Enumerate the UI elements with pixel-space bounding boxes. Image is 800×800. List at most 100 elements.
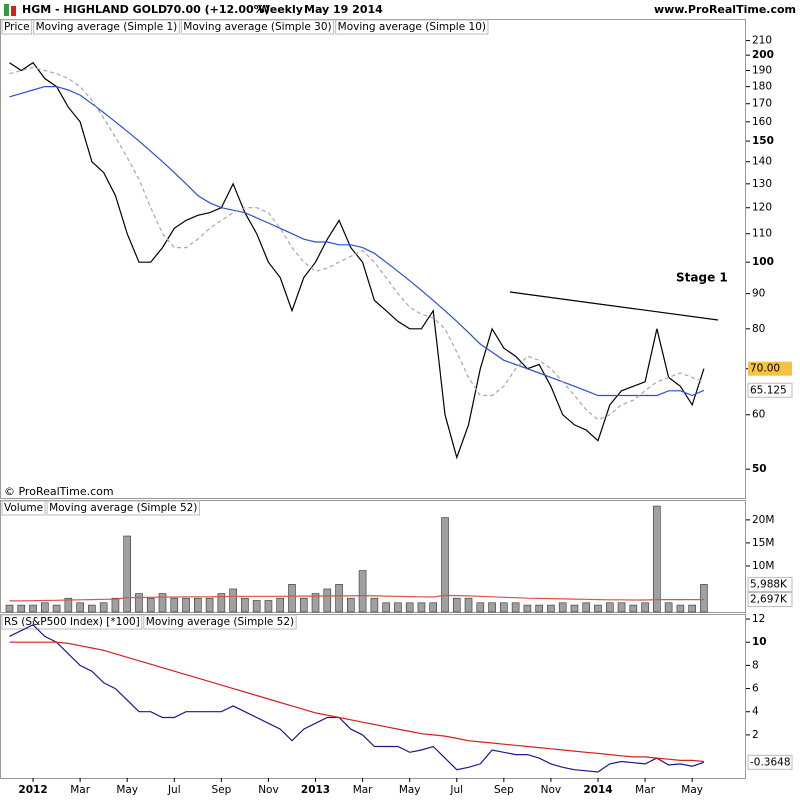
series-line bbox=[9, 66, 705, 421]
bar bbox=[653, 505, 661, 613]
y-tick-label: 180 bbox=[752, 81, 772, 93]
legend-box bbox=[1, 19, 33, 35]
bar bbox=[323, 588, 332, 613]
legend-entry: RS (S&P500 Index) [*100] bbox=[4, 616, 140, 628]
bar bbox=[29, 604, 37, 613]
bar bbox=[276, 597, 285, 613]
bar bbox=[700, 584, 708, 613]
bar bbox=[347, 597, 355, 613]
title: HGM - HIGHLAND GOLD bbox=[22, 3, 167, 16]
legend-entry: Price bbox=[4, 21, 30, 33]
bar bbox=[476, 602, 485, 613]
legend-box bbox=[46, 500, 200, 516]
x-tick-label: 2012 bbox=[18, 784, 47, 796]
bar bbox=[464, 597, 473, 613]
y-tick-label: 6 bbox=[752, 683, 759, 695]
bar bbox=[205, 597, 214, 613]
bar bbox=[88, 604, 96, 613]
y-tick-label: 140 bbox=[752, 156, 772, 168]
bar bbox=[99, 602, 108, 613]
y-tick-label: 90 bbox=[752, 288, 765, 300]
legend-entry: Moving average (Simple 10) bbox=[338, 21, 486, 33]
bar bbox=[688, 604, 696, 613]
trendline bbox=[509, 291, 719, 321]
x-tick-label: Mar bbox=[635, 784, 655, 796]
x-tick-label: 2013 bbox=[301, 784, 330, 796]
last-value-box bbox=[747, 382, 793, 398]
bar bbox=[605, 602, 614, 613]
x-tick-label: Jul bbox=[167, 784, 181, 796]
last-value: 70.00 bbox=[748, 361, 792, 376]
bar bbox=[500, 602, 508, 613]
y-tick-label: 200 bbox=[752, 49, 774, 61]
bar bbox=[135, 593, 143, 613]
icon bbox=[4, 4, 9, 16]
bar bbox=[429, 602, 438, 613]
bar bbox=[641, 602, 649, 613]
last-value-label: -0.3648 bbox=[750, 756, 791, 768]
bar bbox=[664, 602, 673, 613]
y-tick-label: 110 bbox=[752, 228, 772, 240]
series-line bbox=[9, 594, 704, 602]
bar bbox=[158, 593, 167, 613]
bar bbox=[370, 597, 379, 613]
bar bbox=[558, 602, 567, 613]
series-line bbox=[9, 641, 704, 763]
y-tick-label: 130 bbox=[752, 178, 772, 190]
bar bbox=[441, 517, 449, 613]
series-line bbox=[9, 61, 705, 460]
bar bbox=[229, 588, 237, 613]
bar bbox=[41, 602, 49, 613]
bar bbox=[547, 604, 555, 613]
legend-entry: Moving average (Simple 52) bbox=[146, 616, 294, 628]
change: 70.00 (+12.00%) bbox=[166, 3, 270, 16]
y-tick-label: 20M bbox=[752, 514, 774, 526]
x-tick-label: Sep bbox=[494, 784, 514, 796]
x-tick-label: 2014 bbox=[583, 784, 612, 796]
bar bbox=[146, 597, 155, 613]
bar bbox=[535, 604, 543, 613]
y-tick-label: 160 bbox=[752, 116, 772, 128]
legend-entry: Moving average (Simple 52) bbox=[49, 502, 197, 514]
bar bbox=[335, 584, 343, 613]
bar bbox=[523, 604, 532, 613]
series-line bbox=[9, 86, 705, 397]
bar bbox=[111, 597, 120, 613]
last-value: 65.125 bbox=[747, 382, 793, 398]
x-tick-label: Sep bbox=[211, 784, 231, 796]
bar bbox=[123, 535, 131, 613]
bar bbox=[617, 602, 626, 613]
volume-panel bbox=[0, 500, 746, 613]
legend-box bbox=[143, 614, 297, 630]
bar bbox=[511, 602, 520, 613]
bar bbox=[358, 570, 367, 613]
rs-panel bbox=[0, 614, 746, 779]
source: www.ProRealTime.com bbox=[654, 3, 796, 16]
last-value-label: 2,697K bbox=[750, 594, 788, 606]
x-tick-label: May bbox=[399, 784, 421, 796]
last-value-label: 70.00 bbox=[750, 363, 780, 375]
bar bbox=[5, 604, 14, 613]
bar bbox=[488, 602, 496, 613]
last-value: 2,697K bbox=[747, 592, 793, 608]
period: Weekly bbox=[258, 3, 303, 16]
y-tick-label: 80 bbox=[752, 323, 765, 335]
y-tick-label: 170 bbox=[752, 98, 772, 110]
legend-box bbox=[335, 19, 489, 35]
copyright: © ProRealTime.com bbox=[4, 485, 114, 498]
x-tick-label: Nov bbox=[541, 784, 562, 796]
legend-entry: Volume bbox=[4, 502, 43, 514]
bar bbox=[64, 597, 73, 613]
bar bbox=[252, 600, 261, 613]
y-tick-label: 2 bbox=[752, 729, 759, 741]
y-tick-label: 10 bbox=[752, 636, 767, 648]
x-tick-label: Mar bbox=[353, 784, 373, 796]
bar bbox=[288, 584, 296, 613]
bar bbox=[76, 602, 84, 613]
bar bbox=[182, 597, 190, 613]
bar bbox=[594, 604, 602, 613]
legend-entry: Moving average (Simple 30) bbox=[183, 21, 331, 33]
last-value: 5,988K bbox=[747, 576, 793, 592]
last-value-box bbox=[747, 592, 793, 608]
